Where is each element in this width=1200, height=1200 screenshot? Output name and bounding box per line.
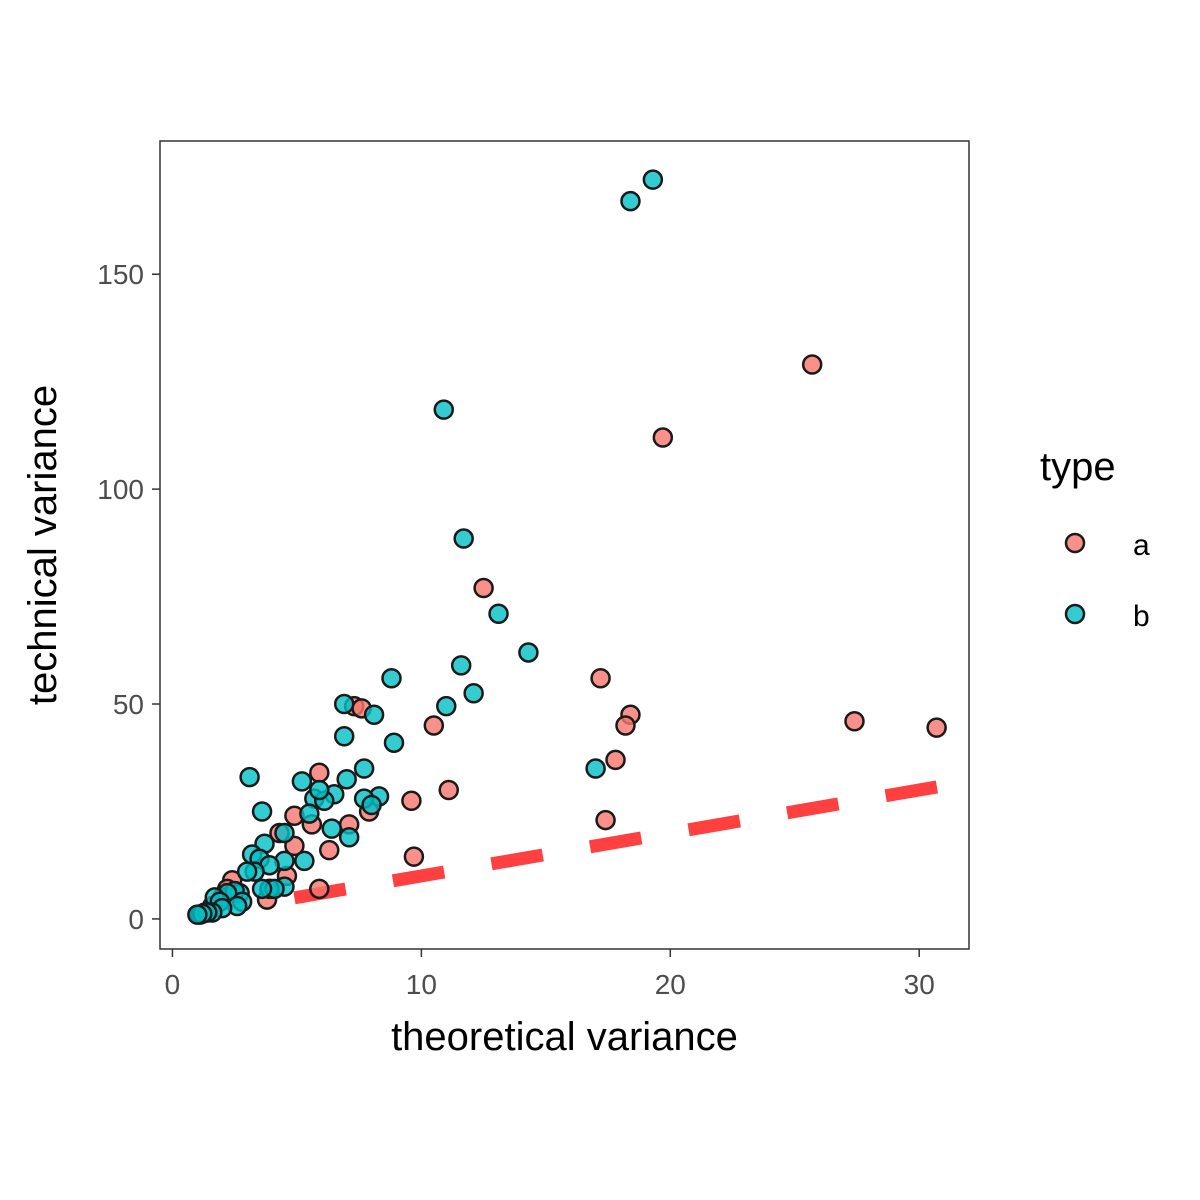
data-point-b <box>585 758 606 779</box>
data-point-a <box>438 779 460 801</box>
data-point-b <box>383 732 405 753</box>
data-point-b <box>333 726 355 747</box>
data-point-b <box>236 861 258 882</box>
data-point-b <box>321 818 343 839</box>
data-point-b <box>381 667 402 689</box>
data-point-b <box>433 399 455 420</box>
data-point-b <box>353 758 375 779</box>
y-tick-label: 100 <box>97 474 144 505</box>
data-point-a <box>590 667 611 689</box>
y-tick-label: 50 <box>113 689 144 720</box>
data-point-b <box>336 768 357 790</box>
data-point-a <box>595 809 616 831</box>
data-point-b <box>251 878 273 900</box>
x-tick-label: 0 <box>165 969 181 1000</box>
x-axis-title: theoretical variance <box>391 1015 738 1059</box>
data-point-a <box>401 790 422 811</box>
data-point-b <box>333 693 355 715</box>
data-point-b <box>309 779 330 801</box>
data-point-a <box>605 749 626 771</box>
data-point-a <box>423 715 445 736</box>
data-point-a <box>309 878 330 900</box>
y-axis-title: technical variance <box>21 385 65 705</box>
data-point-a <box>844 710 865 732</box>
data-point-a <box>926 717 947 738</box>
x-tick-label: 20 <box>655 969 686 1000</box>
data-point-b <box>361 794 382 816</box>
data-point-b <box>453 528 474 549</box>
data-point-a <box>473 577 494 599</box>
data-point-b <box>463 683 484 704</box>
x-tick-label: 30 <box>904 969 935 1000</box>
y-tick-label: 150 <box>97 259 144 290</box>
data-point-a <box>309 762 330 784</box>
x-tick-label: 10 <box>406 969 437 1000</box>
data-point-b <box>239 766 260 788</box>
legend-marker-a <box>1064 532 1086 554</box>
legend-label-a: a <box>1133 529 1150 562</box>
data-point-b <box>620 190 641 212</box>
data-point-a <box>801 354 823 375</box>
data-point-b <box>294 850 315 872</box>
data-point-b <box>299 803 320 824</box>
data-point-b <box>488 603 509 625</box>
data-point-b <box>450 655 472 676</box>
data-point-b <box>642 169 664 190</box>
data-point-b <box>274 822 295 844</box>
data-point-a <box>319 839 340 861</box>
data-point-b <box>291 771 313 792</box>
data-point-b <box>518 642 539 663</box>
data-point-b <box>338 827 360 848</box>
legend-title: type <box>1040 445 1116 489</box>
data-point-a <box>403 846 425 867</box>
reference-line <box>293 774 969 905</box>
data-point-a <box>615 715 636 736</box>
legend: type a b <box>1040 445 1150 633</box>
data-point-b <box>363 704 385 726</box>
legend-marker-b <box>1064 603 1086 625</box>
data-point-b <box>436 695 457 717</box>
data-point-b <box>251 801 273 822</box>
legend-label-b: b <box>1133 600 1150 633</box>
plot-border <box>159 140 970 950</box>
data-point-b <box>187 904 208 925</box>
y-tick-label: 0 <box>128 904 144 935</box>
data-point-a <box>652 427 674 448</box>
